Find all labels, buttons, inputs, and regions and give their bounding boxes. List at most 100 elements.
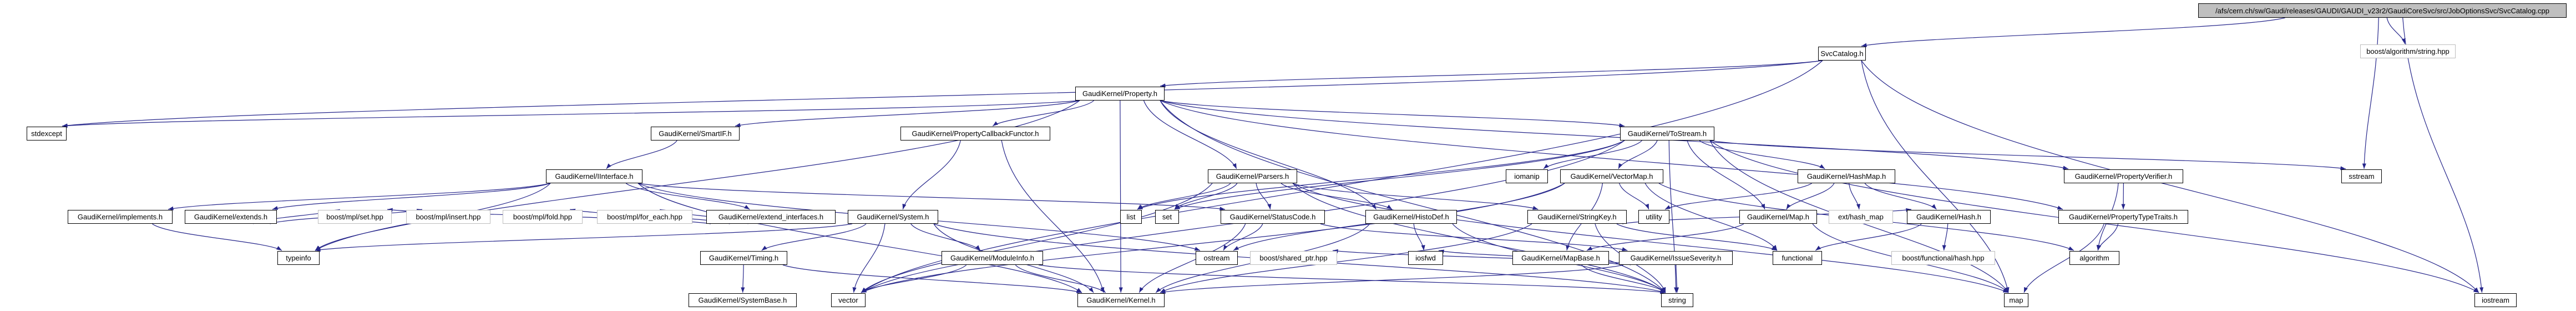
edge-tostream-to-vectormap bbox=[1618, 140, 1658, 169]
edge-system-to-vector bbox=[852, 223, 885, 293]
edge-issueseverity-to-string bbox=[1674, 264, 1679, 293]
edge-smartif-to-iinterface bbox=[606, 140, 677, 169]
graph-node-stdmap: map bbox=[2004, 293, 2028, 307]
edge-svccatalog-to-stdmap bbox=[1861, 60, 2010, 293]
graph-node-sharedptr: boost/shared_ptr.hpp bbox=[1250, 251, 1337, 265]
graph-node-mplinsert: boost/mpl/insert.hpp bbox=[406, 210, 490, 224]
edge-vectormap-to-utility bbox=[1619, 183, 1649, 210]
graph-node-mplset: boost/mpl/set.hpp bbox=[318, 210, 392, 224]
graph-node-svccatalog[interactable]: SvcCatalog.h bbox=[1818, 47, 1866, 61]
edge-property-to-histodef bbox=[1160, 100, 1376, 210]
edge-moduleinfo-to-kernel bbox=[1015, 264, 1106, 293]
edge-proptypetraits-to-stdmap bbox=[2023, 223, 2104, 293]
graph-node-mplfold: boost/mpl/fold.hpp bbox=[503, 210, 583, 224]
graph-node-hashmap[interactable]: GaudiKernel/HashMap.h bbox=[1798, 169, 1895, 183]
edge-tostream-to-sstream bbox=[1709, 140, 2346, 170]
edge-statuscode-to-kernel bbox=[1138, 223, 1246, 293]
graph-node-systembase[interactable]: GaudiKernel/SystemBase.h bbox=[689, 293, 797, 307]
edge-system-to-moduleinfo bbox=[910, 223, 981, 251]
edge-hashmap-to-utility bbox=[1664, 183, 1812, 210]
edge-parsers-to-stringkey bbox=[1292, 183, 1538, 210]
edge-tostream-to-string bbox=[1668, 140, 1678, 293]
edge-tostream-to-hashmap bbox=[1699, 140, 1825, 169]
graph-node-mplforeach: boost/mpl/for_each.hpp bbox=[597, 210, 692, 224]
graph-node-iinterface[interactable]: GaudiKernel/IInterface.h bbox=[546, 169, 642, 183]
graph-node-mapbase[interactable]: GaudiKernel/MapBase.h bbox=[1512, 251, 1609, 265]
graph-node-proptypetraits[interactable]: GaudiKernel/PropertyTypeTraits.h bbox=[2058, 210, 2188, 224]
edge-system-to-typeinfo bbox=[315, 223, 853, 252]
edge-parsers-to-set bbox=[1174, 183, 1238, 210]
edge-root-to-sstream bbox=[2362, 17, 2379, 169]
graph-node-ostream: ostream bbox=[1196, 251, 1238, 265]
edge-parsers-to-histodef bbox=[1281, 183, 1393, 210]
edge-svccatalog-to-stdexcept bbox=[62, 60, 1823, 128]
graph-node-system[interactable]: GaudiKernel/System.h bbox=[848, 210, 938, 224]
edge-property-to-pcf bbox=[992, 100, 1095, 127]
edge-iinterface-to-implements bbox=[168, 183, 551, 210]
graph-node-smartif[interactable]: GaudiKernel/SmartIF.h bbox=[651, 127, 740, 141]
graph-node-moduleinfo[interactable]: GaudiKernel/ModuleInfo.h bbox=[942, 251, 1043, 265]
edge-root-to-booststring bbox=[2386, 17, 2406, 44]
graph-node-stringkey[interactable]: GaudiKernel/StringKey.h bbox=[1527, 210, 1627, 224]
graph-node-ghash[interactable]: GaudiKernel/Hash.h bbox=[1907, 210, 1991, 224]
edge-hashmap-to-ghash bbox=[1864, 183, 1937, 210]
graph-node-tostream[interactable]: GaudiKernel/ToStream.h bbox=[1620, 127, 1714, 141]
graph-node-iomanip: iomanip bbox=[1506, 169, 1548, 183]
edge-svccatalog-to-iostream bbox=[1861, 60, 2479, 293]
graph-node-list: list bbox=[1120, 210, 1142, 224]
graph-node-issueseverity[interactable]: GaudiKernel/IssueSeverity.h bbox=[1619, 251, 1733, 265]
graph-node-statuscode[interactable]: GaudiKernel/StatusCode.h bbox=[1221, 210, 1325, 224]
graph-node-pcf[interactable]: GaudiKernel/PropertyCallbackFunctor.h bbox=[900, 127, 1050, 141]
edge-svccatalog-to-property bbox=[1160, 60, 1823, 88]
graph-node-functional: functional bbox=[1773, 251, 1822, 265]
graph-node-typeinfo: typeinfo bbox=[277, 251, 320, 265]
edge-moduleinfo-to-string bbox=[1038, 264, 1666, 294]
edge-stringkey-to-kernel bbox=[1160, 223, 1532, 293]
edge-system-to-timing bbox=[761, 223, 867, 251]
graph-node-set: set bbox=[1155, 210, 1179, 224]
edge-statuscode-to-ostream bbox=[1223, 223, 1263, 251]
edge-tostream-to-set bbox=[1174, 140, 1625, 210]
graph-node-exthashmap: ext/hash_map bbox=[1829, 210, 1893, 224]
graph-node-property[interactable]: GaudiKernel/Property.h bbox=[1075, 87, 1165, 101]
edge-property-to-typeinfo bbox=[315, 100, 1080, 251]
graph-node-extends[interactable]: GaudiKernel/extends.h bbox=[185, 210, 277, 224]
graph-node-vectormap[interactable]: GaudiKernel/VectorMap.h bbox=[1560, 169, 1663, 183]
edge-iinterface-to-extends bbox=[272, 183, 551, 210]
edge-root-to-svccatalog bbox=[1861, 17, 2285, 47]
edge-histodef-to-iosfwd bbox=[1413, 223, 1425, 251]
graph-node-implements[interactable]: GaudiKernel/implements.h bbox=[68, 210, 173, 224]
edge-iinterface-to-kernel bbox=[637, 183, 1082, 293]
graph-node-kernel[interactable]: GaudiKernel/Kernel.h bbox=[1077, 293, 1165, 307]
edge-parsers-to-vector bbox=[861, 183, 1213, 293]
graph-node-gmap[interactable]: GaudiKernel/Map.h bbox=[1739, 210, 1817, 224]
graph-node-algorithm: algorithm bbox=[2069, 251, 2119, 265]
edge-property-to-stdexcept bbox=[62, 100, 1080, 128]
graph-node-stdexcept: stdexcept bbox=[27, 127, 67, 141]
graph-node-vector: vector bbox=[831, 293, 866, 307]
edge-property-to-propverifier bbox=[1160, 100, 2069, 170]
edge-tostream-to-gmap bbox=[1687, 140, 1765, 210]
graph-node-histodef[interactable]: GaudiKernel/HistoDef.h bbox=[1365, 210, 1457, 224]
edge-mapbase-to-string bbox=[1581, 264, 1666, 293]
graph-node-string: string bbox=[1661, 293, 1693, 307]
edge-parsers-to-string bbox=[1292, 183, 1666, 293]
edge-iinterface-to-statuscode bbox=[637, 183, 1226, 211]
graph-node-parsers[interactable]: GaudiKernel/Parsers.h bbox=[1208, 169, 1297, 183]
graph-node-timing[interactable]: GaudiKernel/Timing.h bbox=[700, 251, 787, 265]
graph-node-extendif[interactable]: GaudiKernel/extend_interfaces.h bbox=[706, 210, 836, 224]
edge-property-to-parsers bbox=[1143, 100, 1237, 169]
edge-property-to-proptypetraits bbox=[1160, 100, 2063, 210]
graph-node-iostream: iostream bbox=[2474, 293, 2517, 307]
edge-proptypetraits-to-algorithm bbox=[2097, 223, 2119, 251]
edge-hashmap-to-exthashmap bbox=[1849, 183, 1861, 210]
edge-vectormap-to-functional bbox=[1644, 183, 1778, 251]
graph-node-sstream: sstream bbox=[2341, 169, 2382, 183]
graph-node-booststring: boost/algorithm/string.hpp bbox=[2360, 44, 2456, 58]
graph-node-root-file: /afs/cern.ch/sw/Gaudi/releases/GAUDI/GAU… bbox=[2198, 3, 2567, 18]
graph-node-propverifier[interactable]: GaudiKernel/PropertyVerifier.h bbox=[2064, 169, 2183, 183]
graph-node-boosthash: boost/functional/hash.hpp bbox=[1891, 251, 1995, 265]
graph-node-utility: utility bbox=[1638, 210, 1669, 224]
